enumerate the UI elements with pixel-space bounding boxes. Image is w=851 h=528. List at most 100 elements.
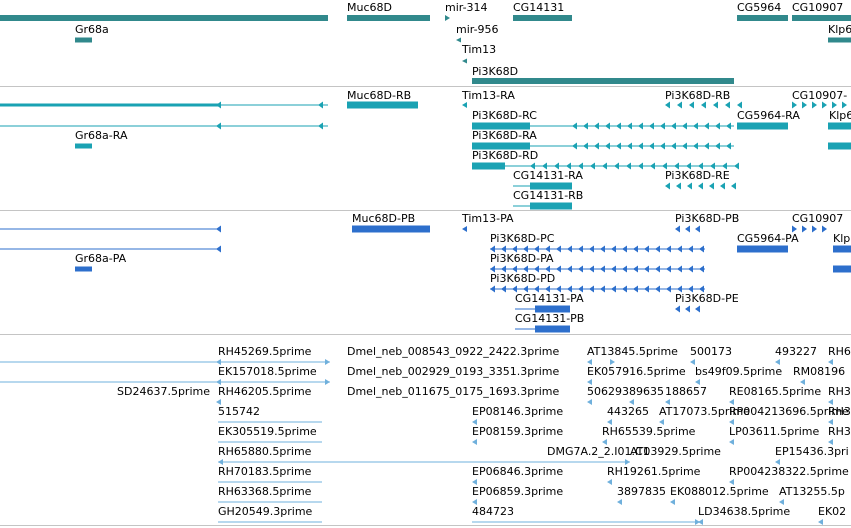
est-label[interactable]: Dmel_neb_008543_0922_2422.3prime — [347, 345, 560, 358]
transcript-glyph[interactable] — [704, 142, 709, 150]
protein-glyph[interactable] — [611, 285, 616, 293]
protein-glyph[interactable] — [699, 245, 704, 253]
protein-glyph[interactable] — [216, 245, 221, 253]
protein-glyph[interactable] — [812, 225, 817, 233]
transcript-glyph[interactable] — [674, 162, 679, 170]
protein-glyph[interactable] — [622, 285, 627, 293]
transcript-glyph[interactable] — [832, 101, 837, 109]
gene-glyph[interactable] — [792, 15, 851, 21]
est-glyph[interactable] — [698, 519, 703, 525]
gene-label[interactable]: CG5964 — [737, 1, 782, 14]
transcript-glyph[interactable] — [605, 122, 610, 130]
transcript-glyph[interactable] — [682, 142, 687, 150]
protein-glyph[interactable] — [545, 245, 550, 253]
protein-glyph[interactable] — [512, 245, 517, 253]
est-glyph[interactable] — [828, 439, 833, 445]
transcript-label[interactable]: Pi3K68D-RE — [665, 169, 730, 182]
est-label[interactable]: LP03611.5prime — [729, 425, 820, 438]
gene-label[interactable]: mir-956 — [456, 23, 499, 36]
est-label[interactable]: 3897835 — [617, 485, 666, 498]
transcript-glyph[interactable] — [677, 101, 682, 109]
est-label[interactable]: EK305519.5prime — [218, 425, 317, 438]
transcript-glyph[interactable] — [594, 122, 599, 130]
est-glyph[interactable] — [670, 499, 675, 505]
transcript-glyph[interactable] — [715, 142, 720, 150]
protein-glyph[interactable] — [589, 245, 594, 253]
transcript-glyph[interactable] — [649, 122, 654, 130]
est-label[interactable]: RH3 — [828, 385, 851, 398]
protein-glyph[interactable] — [633, 285, 638, 293]
transcript-glyph[interactable] — [472, 142, 530, 150]
est-label[interactable]: 506293 — [587, 385, 629, 398]
est-label[interactable]: RH45269.5prime — [218, 345, 312, 358]
transcript-glyph[interactable] — [671, 142, 676, 150]
protein-glyph[interactable] — [512, 265, 517, 273]
protein-glyph[interactable] — [792, 225, 797, 233]
transcript-glyph[interactable] — [802, 101, 807, 109]
protein-glyph[interactable] — [737, 245, 788, 253]
protein-glyph[interactable] — [600, 285, 605, 293]
protein-glyph[interactable] — [675, 305, 680, 313]
transcript-glyph[interactable] — [572, 142, 577, 150]
gene-glyph[interactable] — [513, 15, 572, 21]
protein-label[interactable]: Pi3K68D-PB — [675, 212, 740, 225]
protein-glyph[interactable] — [556, 245, 561, 253]
protein-glyph[interactable] — [633, 265, 638, 273]
est-label[interactable]: RH63368.5prime — [218, 485, 312, 498]
gene-glyph[interactable] — [828, 37, 851, 43]
est-glyph[interactable] — [779, 499, 784, 505]
est-label[interactable]: EP06859.3prime — [472, 485, 564, 498]
transcript-glyph[interactable] — [638, 142, 643, 150]
protein-glyph[interactable] — [666, 265, 671, 273]
est-label[interactable]: RH65539.5prime — [602, 425, 696, 438]
est-label[interactable]: Dmel_neb_011675_0175_1693.3prime — [347, 385, 560, 398]
protein-glyph[interactable] — [802, 225, 807, 233]
est-glyph[interactable] — [216, 399, 221, 405]
est-label[interactable]: AT13845.5prime — [587, 345, 678, 358]
est-label[interactable]: AT03929.5prime — [630, 445, 721, 458]
gene-glyph[interactable] — [445, 15, 450, 21]
est-label[interactable]: RH3 — [828, 405, 851, 418]
transcript-glyph[interactable] — [828, 122, 851, 130]
protein-glyph[interactable] — [822, 225, 827, 233]
est-label[interactable]: EP15436.3pri — [775, 445, 849, 458]
est-label[interactable]: RH19261.5prime — [607, 465, 701, 478]
protein-glyph[interactable] — [666, 285, 671, 293]
transcript-glyph[interactable] — [590, 162, 595, 170]
gene-glyph[interactable] — [472, 78, 734, 84]
est-glyph[interactable] — [659, 419, 664, 425]
transcript-label[interactable]: Muc68D-RB — [347, 89, 412, 102]
est-label[interactable]: EP08159.3prime — [472, 425, 564, 438]
transcript-glyph[interactable] — [828, 142, 851, 150]
transcript-glyph[interactable] — [725, 101, 730, 109]
est-label[interactable]: RH3 — [828, 425, 851, 438]
protein-glyph[interactable] — [600, 265, 605, 273]
transcript-glyph[interactable] — [665, 182, 670, 190]
est-label[interactable]: EK088012.5prime — [670, 485, 769, 498]
protein-glyph[interactable] — [611, 245, 616, 253]
protein-glyph[interactable] — [534, 245, 539, 253]
transcript-glyph[interactable] — [734, 162, 739, 170]
est-label[interactable]: EP08146.3prime — [472, 405, 564, 418]
transcript-label[interactable]: CG10907- — [792, 89, 848, 102]
protein-glyph[interactable] — [501, 265, 506, 273]
transcript-glyph[interactable] — [713, 101, 718, 109]
transcript-glyph[interactable] — [614, 162, 619, 170]
transcript-label[interactable]: CG5964-RA — [737, 109, 800, 122]
est-label[interactable]: AT17073.5prime — [659, 405, 750, 418]
transcript-glyph[interactable] — [530, 162, 535, 170]
gene-label[interactable]: mir-314 — [445, 1, 488, 14]
est-glyph[interactable] — [216, 359, 221, 365]
transcript-glyph[interactable] — [689, 101, 694, 109]
protein-label[interactable]: CG5964-PA — [737, 232, 799, 245]
protein-glyph[interactable] — [644, 285, 649, 293]
est-glyph[interactable] — [472, 499, 477, 505]
est-glyph[interactable] — [800, 379, 805, 385]
est-label[interactable]: RH6 — [828, 345, 851, 358]
est-label[interactable]: RH65880.5prime — [218, 445, 312, 458]
transcript-glyph[interactable] — [687, 182, 692, 190]
est-label[interactable]: RH70183.5prime — [218, 465, 312, 478]
est-label[interactable]: 515742 — [218, 405, 260, 418]
est-glyph[interactable] — [472, 479, 477, 485]
